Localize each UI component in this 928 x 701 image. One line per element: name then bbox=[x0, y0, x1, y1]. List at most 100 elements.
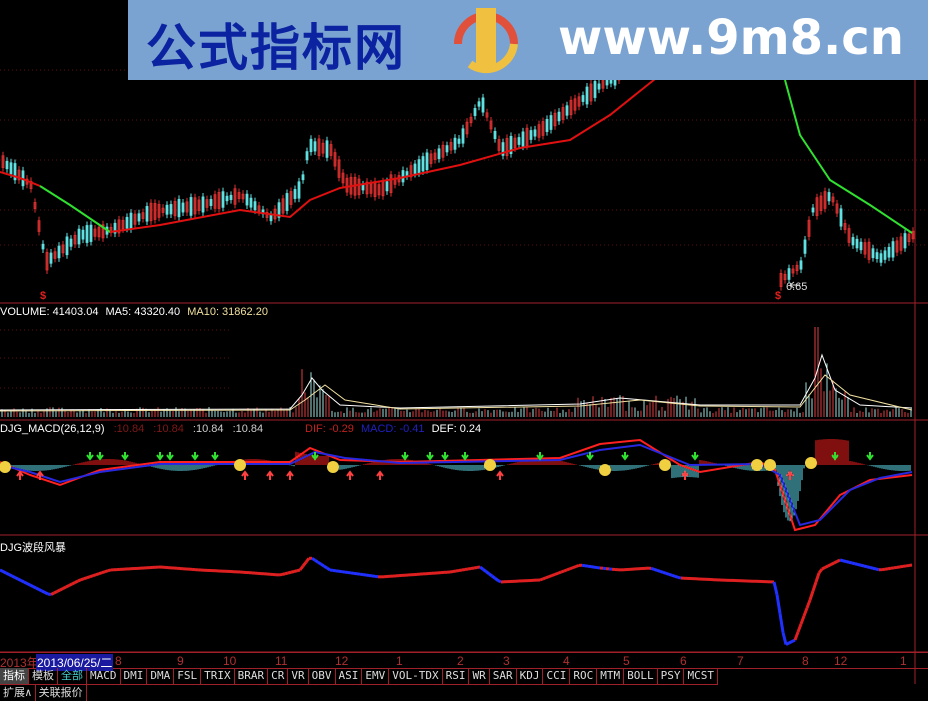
month-tick: 8 bbox=[115, 654, 122, 668]
indicator-tab[interactable]: ROC bbox=[570, 668, 597, 684]
wave-segment bbox=[549, 576, 552, 577]
indicator-tab[interactable]: CCI bbox=[543, 668, 570, 684]
wave-segment bbox=[90, 576, 93, 577]
indicator-tab[interactable]: CR bbox=[268, 668, 288, 684]
indicator-tab[interactable]: RSI bbox=[443, 668, 470, 684]
wave-segment bbox=[873, 568, 876, 569]
wave-segment bbox=[783, 632, 786, 644]
candle bbox=[458, 139, 460, 143]
indicator-tab[interactable]: KDJ bbox=[517, 668, 544, 684]
wave-segment bbox=[72, 583, 75, 585]
candle bbox=[888, 247, 890, 257]
candle bbox=[78, 229, 80, 244]
down-arrow-icon bbox=[157, 452, 163, 459]
wave-segment bbox=[843, 561, 846, 562]
buy-signal-mark: $ bbox=[40, 290, 46, 302]
candle bbox=[852, 237, 854, 244]
down-arrow-icon bbox=[122, 452, 128, 459]
volume-ma10: MA10: 31862.20 bbox=[187, 306, 268, 318]
candle bbox=[86, 226, 88, 243]
candle bbox=[178, 199, 180, 216]
indicator-tab[interactable]: 模板 bbox=[29, 668, 58, 684]
indicator-tab[interactable]: OBV bbox=[309, 668, 336, 684]
indicator-tab[interactable]: MACD bbox=[87, 668, 121, 684]
volume-value: VOLUME: 41403.04 bbox=[0, 306, 98, 318]
wave-segment bbox=[870, 568, 873, 569]
indicator-tab[interactable]: EMV bbox=[362, 668, 389, 684]
wave-segment bbox=[33, 587, 36, 589]
smiley-icon bbox=[0, 461, 11, 473]
candle bbox=[880, 254, 882, 263]
candle bbox=[6, 161, 8, 168]
wave-segment bbox=[855, 564, 858, 565]
down-arrow-icon bbox=[867, 452, 873, 459]
indicator-tab[interactable]: MCST bbox=[684, 668, 718, 684]
candle bbox=[454, 138, 456, 149]
indicator-tab[interactable]: BRAR bbox=[235, 668, 269, 684]
wave-segment bbox=[660, 571, 663, 572]
candle bbox=[856, 239, 858, 248]
wave-segment bbox=[804, 608, 807, 616]
month-tick: 3 bbox=[503, 654, 510, 668]
indicator-tab[interactable]: 指标 bbox=[0, 668, 29, 684]
def-value: DEF: 0.24 bbox=[432, 423, 482, 435]
indicator-tab[interactable]: TRIX bbox=[201, 668, 235, 684]
candle bbox=[58, 246, 60, 258]
up-arrow-icon bbox=[682, 472, 688, 480]
month-tick: 6 bbox=[680, 654, 687, 668]
wave-segment bbox=[498, 581, 501, 582]
candle bbox=[860, 242, 862, 250]
indicator-tab[interactable]: 全部 bbox=[58, 668, 87, 684]
wave-segment bbox=[858, 565, 861, 566]
up-arrow-icon bbox=[17, 472, 23, 480]
wave-segment bbox=[555, 573, 558, 574]
wave-segment bbox=[477, 567, 480, 568]
wave-segment bbox=[63, 587, 66, 589]
candle bbox=[872, 249, 874, 258]
wave-segment bbox=[837, 560, 840, 562]
wave-segment bbox=[108, 570, 111, 571]
wave-segment bbox=[471, 568, 474, 569]
candle bbox=[530, 131, 532, 140]
smiley-icon bbox=[327, 461, 339, 473]
wave-segment bbox=[18, 579, 21, 581]
candle bbox=[876, 253, 878, 259]
wave-segment bbox=[543, 578, 546, 579]
wave-segment bbox=[312, 558, 315, 560]
macd-line-value: MACD: -0.41 bbox=[361, 423, 425, 435]
indicator-tab[interactable]: VR bbox=[288, 668, 308, 684]
wave-segment bbox=[24, 582, 27, 584]
wave-segment bbox=[318, 562, 321, 564]
wave-segment bbox=[0, 570, 3, 572]
indicator-tab[interactable]: PSY bbox=[658, 668, 685, 684]
indicator-tab[interactable]: VOL-TDX bbox=[389, 668, 442, 684]
wave-segment bbox=[876, 569, 879, 570]
candle bbox=[438, 149, 440, 159]
wave-segment bbox=[327, 568, 330, 570]
wave-segment bbox=[792, 640, 795, 642]
wave-segment bbox=[678, 577, 681, 578]
candle bbox=[804, 240, 806, 253]
candle bbox=[446, 146, 448, 152]
macd-value: :10.84 bbox=[153, 423, 184, 435]
indicator-tab[interactable]: ASI bbox=[336, 668, 363, 684]
wave-segment bbox=[45, 593, 48, 595]
expand-tab[interactable]: 扩展∧ bbox=[0, 685, 36, 701]
indicator-tab[interactable]: BOLL bbox=[624, 668, 658, 684]
indicator-tab[interactable]: FSL bbox=[174, 668, 201, 684]
indicator-tab[interactable]: DMI bbox=[121, 668, 148, 684]
candle bbox=[126, 217, 128, 228]
month-tick: 1 bbox=[396, 654, 403, 668]
indicator-tab[interactable]: DMA bbox=[147, 668, 174, 684]
indicator-tab[interactable]: WR bbox=[469, 668, 489, 684]
indicator-tab[interactable]: MTM bbox=[597, 668, 624, 684]
wave-segment bbox=[39, 590, 42, 592]
indicator-tab[interactable]: SAR bbox=[490, 668, 517, 684]
wave-segment bbox=[282, 574, 285, 575]
wave-segment bbox=[657, 570, 660, 571]
volume-ma5: MA5: 43320.40 bbox=[106, 306, 181, 318]
related-quotes-tab[interactable]: 关联报价 bbox=[36, 685, 87, 701]
wave-segment bbox=[57, 590, 60, 592]
volume-ma5-line bbox=[0, 355, 912, 410]
